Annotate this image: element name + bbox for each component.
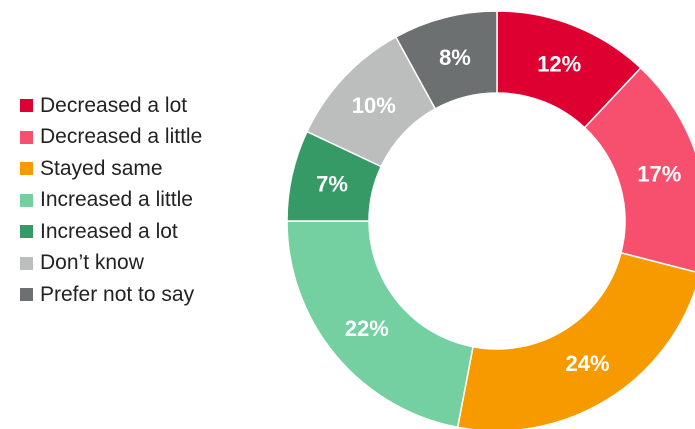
- legend-swatch-increased-a-lot: [20, 225, 33, 239]
- legend-item-increased-a-lot: Increased a lot: [20, 216, 202, 248]
- legend-item-stayed-same: Stayed same: [20, 153, 202, 185]
- legend-item-prefer-not-to-say: Prefer not to say: [20, 279, 202, 311]
- chart-legend: Decreased a lot Decreased a little Staye…: [20, 90, 202, 311]
- slice-increased-a-little: [286, 220, 474, 429]
- slice-prefer-not-to-say: [394, 10, 498, 110]
- slice-decreased-a-little: [583, 66, 695, 273]
- slice-label-stayed-same: 24%: [566, 351, 610, 376]
- legend-swatch-increased-a-little: [20, 193, 33, 207]
- legend-swatch-dont-know: [20, 256, 33, 270]
- legend-item-dont-know: Don’t know: [20, 248, 202, 280]
- slice-label-decreased-a-lot: 12%: [537, 51, 581, 76]
- legend-label-stayed-same: Stayed same: [40, 156, 163, 180]
- legend-label-decreased-a-little: Decreased a little: [40, 125, 203, 149]
- legend-label-increased-a-little: Increased a little: [40, 188, 193, 212]
- slice-label-prefer-not-to-say: 8%: [439, 45, 471, 70]
- legend-item-increased-a-little: Increased a little: [20, 185, 202, 217]
- legend-swatch-prefer-not-to-say: [20, 288, 33, 302]
- slice-stayed-same: [456, 251, 695, 429]
- legend-label-dont-know: Don’t know: [40, 251, 144, 275]
- donut-slice-labels: 12% 17% 24% 22% 7% 10% 8%: [316, 45, 681, 376]
- slice-label-increased-a-little: 22%: [345, 316, 389, 341]
- legend-item-decreased-a-lot: Decreased a lot: [20, 90, 202, 122]
- legend-swatch-decreased-a-little: [20, 130, 33, 144]
- legend-swatch-stayed-same: [20, 162, 33, 176]
- legend-swatch-decreased-a-lot: [20, 99, 33, 113]
- legend-label-decreased-a-lot: Decreased a lot: [40, 93, 188, 117]
- slice-label-decreased-a-little: 17%: [637, 161, 681, 186]
- legend-label-increased-a-lot: Increased a lot: [40, 219, 178, 243]
- donut-slices: [286, 10, 695, 429]
- slice-label-increased-a-lot: 7%: [316, 172, 348, 197]
- legend-item-decreased-a-little: Decreased a little: [20, 122, 202, 154]
- legend-label-prefer-not-to-say: Prefer not to say: [40, 282, 195, 306]
- slice-label-don-t-know: 10%: [352, 93, 396, 118]
